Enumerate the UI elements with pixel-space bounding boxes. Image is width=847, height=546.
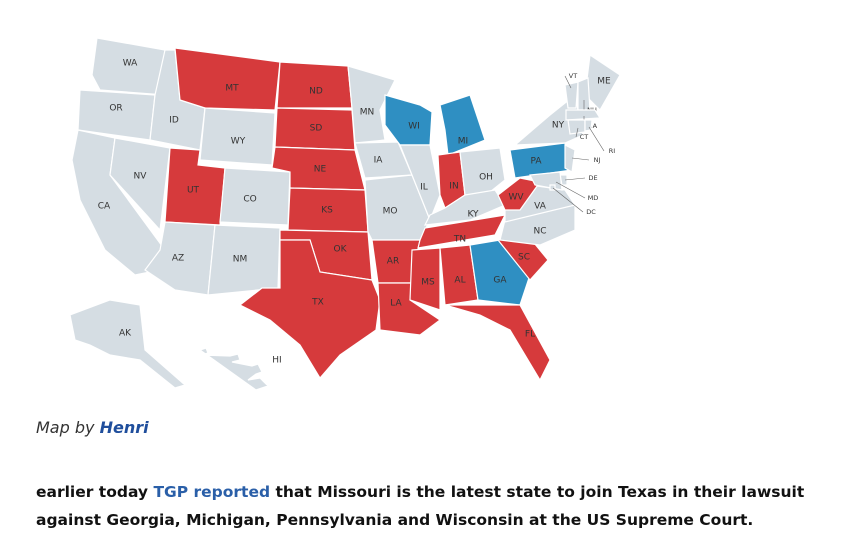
state: [564, 81, 579, 109]
us-map: WA OR CA NV ID MT WY UT CO AZ NM ND SD NE KS OK TX MN IA MO…: [69, 37, 621, 391]
state-label: LA: [390, 299, 402, 309]
state-label: NY: [552, 121, 565, 131]
state: [417, 214, 507, 249]
state-label: VT: [569, 72, 577, 80]
state-label: WY: [231, 137, 246, 147]
state: [109, 137, 171, 232]
state-label: KY: [467, 210, 479, 220]
state-label: ME: [597, 77, 611, 87]
state-label: WV: [508, 193, 524, 203]
state-label: CO: [243, 195, 256, 205]
leader-line: [552, 187, 584, 213]
state-label: FL: [525, 330, 535, 340]
state-label: SC: [518, 253, 530, 263]
tgp-link[interactable]: TGP reported: [153, 483, 271, 501]
state-label: DC: [586, 208, 596, 216]
author-link[interactable]: Henri: [99, 418, 149, 437]
state-label: HI: [272, 356, 281, 366]
state-label: VA: [534, 202, 547, 212]
state: [497, 177, 542, 211]
state: [69, 299, 187, 389]
state: [238, 239, 381, 380]
state: [565, 109, 602, 121]
state-label: MA: [587, 122, 598, 130]
state-label: MD: [588, 194, 599, 202]
leader-line: [588, 126, 605, 152]
state-label: OH: [479, 173, 493, 183]
leader-line: [564, 177, 586, 181]
state: [276, 61, 353, 109]
paragraph: earlier today TGP reported that Missouri…: [36, 478, 836, 534]
state-label: DE: [588, 174, 597, 182]
state-label: NC: [533, 227, 546, 237]
state-label: CT: [580, 133, 589, 141]
state: [198, 347, 270, 391]
state-label: OK: [334, 245, 348, 255]
state-label: NE: [314, 165, 327, 175]
state-label: RI: [609, 147, 616, 155]
state-label: MO: [383, 207, 398, 217]
state-label: NV: [134, 172, 148, 182]
leader-line: [564, 75, 572, 89]
state-label: KS: [321, 206, 333, 216]
state-label: IA: [374, 156, 384, 166]
state-label: AL: [454, 276, 465, 286]
text: earlier today: [36, 483, 149, 501]
state-label: CA: [98, 202, 111, 212]
state-label: UT: [187, 186, 200, 196]
state-label: AK: [119, 329, 132, 339]
state-label: OR: [109, 104, 122, 114]
state-label: MI: [458, 137, 468, 147]
state: [409, 247, 441, 311]
state: [91, 37, 166, 96]
leader-line: [555, 181, 586, 199]
state: [567, 119, 586, 135]
state-label: AR: [387, 257, 399, 267]
state: [584, 119, 593, 132]
state-label: WA: [123, 59, 138, 69]
state: [444, 304, 551, 382]
state-label: AZ: [172, 254, 184, 264]
state-label: WI: [408, 122, 420, 132]
state: [564, 144, 576, 173]
state: [439, 94, 486, 156]
caption-prefix: Map by: [36, 418, 95, 437]
state-label: ID: [169, 116, 179, 126]
text: that Missouri is the latest state to joi…: [36, 483, 805, 529]
state: [347, 65, 396, 144]
leader-line: [571, 157, 590, 161]
state-label: NJ: [594, 156, 601, 164]
state: [384, 94, 433, 146]
state: [399, 144, 441, 222]
state-label: GA: [493, 276, 507, 286]
state-label: PA: [530, 157, 542, 167]
state-label: IN: [449, 182, 458, 192]
state-label: MN: [360, 108, 375, 118]
state: [174, 47, 281, 111]
state-label: NM: [233, 255, 248, 265]
state: [469, 239, 531, 306]
state-label: TX: [311, 298, 324, 308]
caption: Map by Henri: [36, 418, 149, 437]
leader-line: [575, 127, 579, 138]
state-label: MS: [421, 278, 435, 288]
state-label: SD: [310, 124, 323, 134]
state-label: MT: [225, 84, 239, 94]
state-label: TN: [453, 235, 466, 245]
state-label: ND: [309, 87, 323, 97]
state-label: IL: [420, 183, 428, 193]
